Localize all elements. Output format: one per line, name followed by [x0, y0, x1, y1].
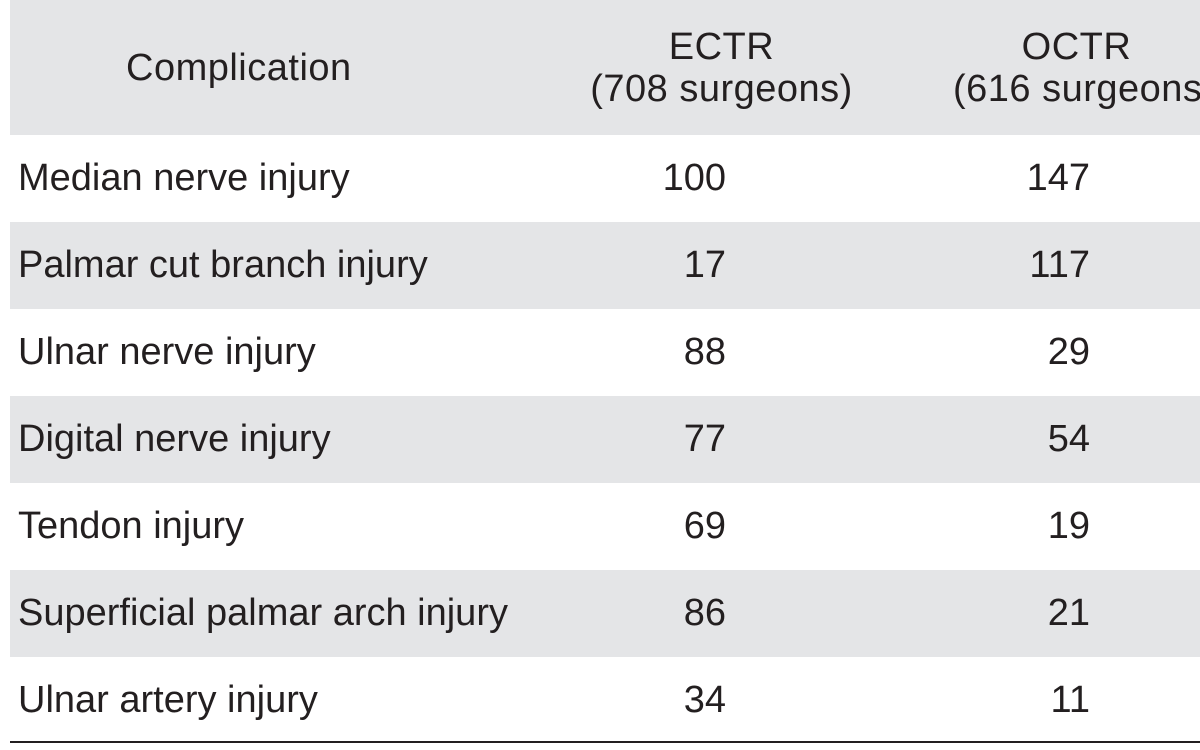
cell-ectr: 88 — [683, 331, 726, 373]
table-body: Median nerve injury 100 147 Palmar cut b… — [10, 135, 1200, 744]
header-ectr-title: ECTR — [668, 25, 775, 68]
header-ectr: ECTR (708 surgeons) — [520, 0, 913, 135]
table-row: Ulnar artery injury 34 11 — [10, 657, 1200, 744]
cell-octr: 21 — [1047, 592, 1090, 634]
table-row: Superficial palmar arch injury 86 21 — [10, 570, 1200, 657]
cell-complication: Superficial palmar arch injury — [18, 592, 508, 634]
cell-complication: Digital nerve injury — [18, 418, 331, 460]
header-ectr-subtitle: (708 surgeons) — [590, 67, 853, 110]
cell-octr: 19 — [1047, 505, 1090, 547]
complications-table-container: Complication ECTR (708 surgeons) OCTR (6… — [10, 0, 1200, 744]
header-complication-label: Complication — [126, 46, 352, 89]
complications-table: Complication ECTR (708 surgeons) OCTR (6… — [10, 0, 1200, 744]
header-row: Complication ECTR (708 surgeons) OCTR (6… — [10, 0, 1200, 135]
cell-octr: 54 — [1047, 418, 1090, 460]
table-bottom-rule — [10, 741, 1200, 743]
cell-ectr: 86 — [683, 592, 726, 634]
table-row: Tendon injury 69 19 — [10, 483, 1200, 570]
cell-octr: 117 — [1029, 244, 1090, 286]
cell-ectr: 17 — [683, 244, 726, 286]
cell-ectr: 100 — [662, 157, 726, 199]
table-header: Complication ECTR (708 surgeons) OCTR (6… — [10, 0, 1200, 135]
table-row: Median nerve injury 100 147 — [10, 135, 1200, 222]
cell-ectr: 77 — [683, 418, 726, 460]
cell-ectr: 34 — [683, 679, 726, 721]
cell-ectr: 69 — [683, 505, 726, 547]
table-row: Palmar cut branch injury 17 117 — [10, 222, 1200, 309]
header-octr-subtitle: (616 surgeons) — [953, 67, 1200, 110]
cell-octr: 147 — [1026, 157, 1090, 199]
cell-complication: Ulnar nerve injury — [18, 331, 316, 373]
table-row: Digital nerve injury 77 54 — [10, 396, 1200, 483]
cell-complication: Ulnar artery injury — [18, 679, 318, 721]
cell-complication: Palmar cut branch injury — [18, 244, 428, 286]
cell-octr: 29 — [1047, 331, 1090, 373]
table-row: Ulnar nerve injury 88 29 — [10, 309, 1200, 396]
cell-complication: Tendon injury — [18, 505, 245, 547]
cell-complication: Median nerve injury — [18, 157, 350, 199]
header-complication: Complication — [10, 0, 520, 135]
cell-octr: 11 — [1050, 679, 1090, 721]
header-octr-title: OCTR — [1021, 25, 1132, 68]
header-octr: OCTR (616 surgeons) — [913, 0, 1200, 135]
